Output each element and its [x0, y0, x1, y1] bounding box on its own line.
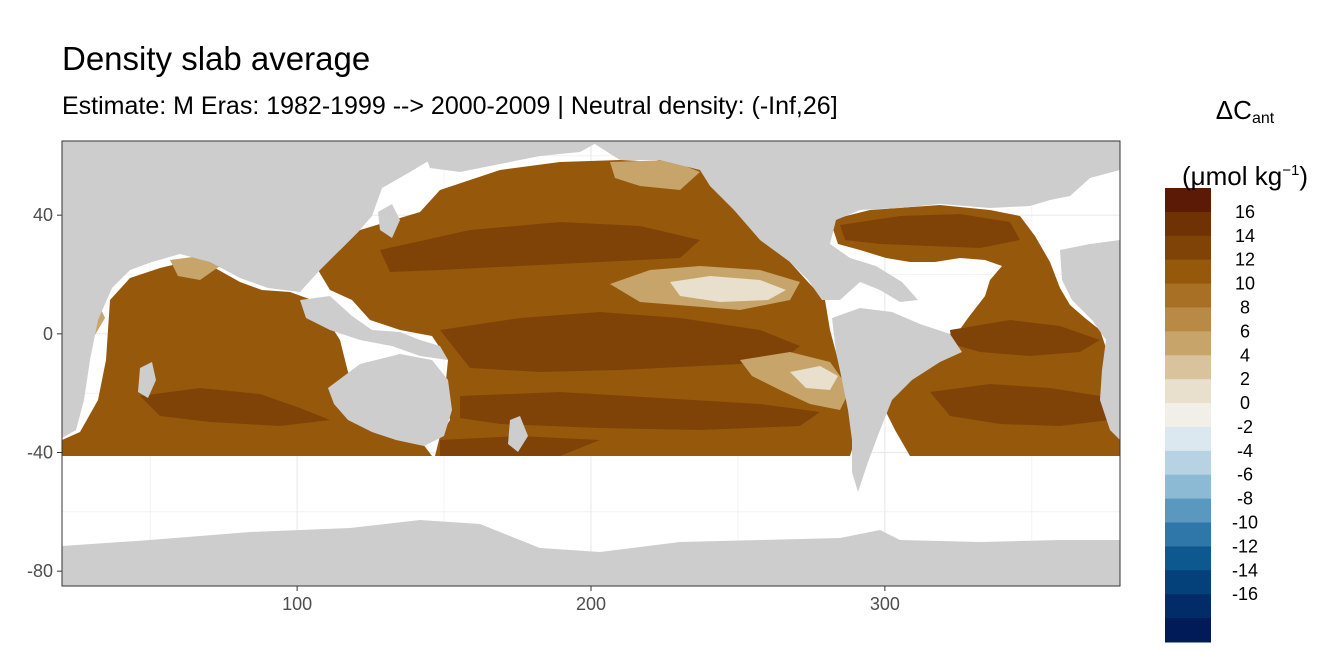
land-antarctica — [62, 520, 1120, 586]
legend-swatch — [1165, 283, 1211, 308]
legend-swatch — [1165, 331, 1211, 356]
legend-title: ΔCant (μmol kg−1) — [1182, 95, 1308, 191]
legend-swatch — [1165, 522, 1211, 547]
plot-title: Density slab average — [62, 40, 371, 77]
land-south-america — [832, 308, 962, 492]
legend-label: 8 — [1240, 297, 1250, 317]
legend-swatch — [1165, 403, 1211, 428]
ocean-patch — [170, 256, 220, 280]
legend-swatch — [1165, 618, 1211, 643]
legend-label: 0 — [1240, 393, 1250, 413]
legend-label: 2 — [1240, 369, 1250, 389]
land-japan — [378, 204, 400, 238]
land-alaska-gap — [420, 141, 600, 172]
land-australia — [328, 354, 452, 446]
y-tick-label: 0 — [43, 324, 53, 344]
land-africa-east — [1060, 240, 1120, 440]
land-greenland — [880, 141, 1040, 200]
y-tick-label: -80 — [27, 561, 53, 581]
ocean-patch — [930, 384, 1110, 426]
legend-swatch — [1165, 259, 1211, 285]
legend-label: 14 — [1235, 226, 1255, 246]
ocean-field — [62, 160, 1120, 456]
legend-label: -16 — [1232, 584, 1258, 604]
x-tick-label: 200 — [576, 594, 606, 614]
legend-swatch — [1165, 235, 1211, 261]
legend-label: 4 — [1240, 345, 1250, 365]
legend-label: -4 — [1237, 441, 1253, 461]
land-maritime-se-asia — [300, 296, 448, 360]
land-madagascar — [138, 362, 156, 398]
ocean-patch — [140, 388, 330, 426]
legend-label: -2 — [1237, 417, 1253, 437]
ocean-patch — [950, 320, 1100, 356]
ocean-patch — [670, 276, 786, 302]
legend-swatch — [1165, 474, 1211, 500]
legend-swatch — [1165, 355, 1211, 380]
ocean-patch — [440, 312, 800, 372]
land-africa-eurasia-west — [62, 141, 430, 438]
ocean-patch — [460, 392, 820, 430]
land-new-zealand — [508, 416, 528, 452]
legend-swatch — [1165, 546, 1211, 571]
y-tick-label: -40 — [27, 443, 53, 463]
legend-swatch — [1165, 570, 1211, 595]
legend-label: -12 — [1232, 536, 1258, 556]
legend-swatch — [1165, 211, 1211, 237]
ocean-patch — [380, 222, 700, 272]
ocean-patch — [740, 352, 850, 410]
legend-label: -10 — [1232, 513, 1258, 533]
ocean-patch — [790, 366, 838, 390]
y-tick-label: 40 — [33, 205, 53, 225]
x-tick-label: 300 — [870, 594, 900, 614]
legend-label: -14 — [1232, 560, 1258, 580]
legend-label: 6 — [1240, 321, 1250, 341]
ocean-patch — [610, 160, 700, 190]
legend: 16 14 12 10 8 6 4 2 0 -2 -4 -6 -8 -10 -12 -14 -16 — [1165, 188, 1258, 643]
legend-swatch — [1165, 307, 1211, 332]
legend-swatch — [1165, 594, 1211, 619]
legend-label: -8 — [1237, 489, 1253, 509]
legend-label: 12 — [1235, 250, 1255, 270]
x-tick-label: 100 — [282, 594, 312, 614]
legend-swatch — [1165, 498, 1211, 524]
plot-subtitle: Estimate: M Eras: 1982-1999 --> 2000-200… — [62, 92, 838, 120]
legend-label: 16 — [1235, 202, 1255, 222]
legend-label: -6 — [1237, 465, 1253, 485]
land — [62, 141, 1120, 586]
legend-swatch — [1165, 188, 1211, 213]
legend-label: 10 — [1235, 274, 1255, 294]
legend-swatch — [1165, 426, 1211, 452]
legend-swatch — [1165, 379, 1211, 404]
legend-swatch — [1165, 450, 1211, 476]
ocean-patch — [840, 214, 1020, 248]
